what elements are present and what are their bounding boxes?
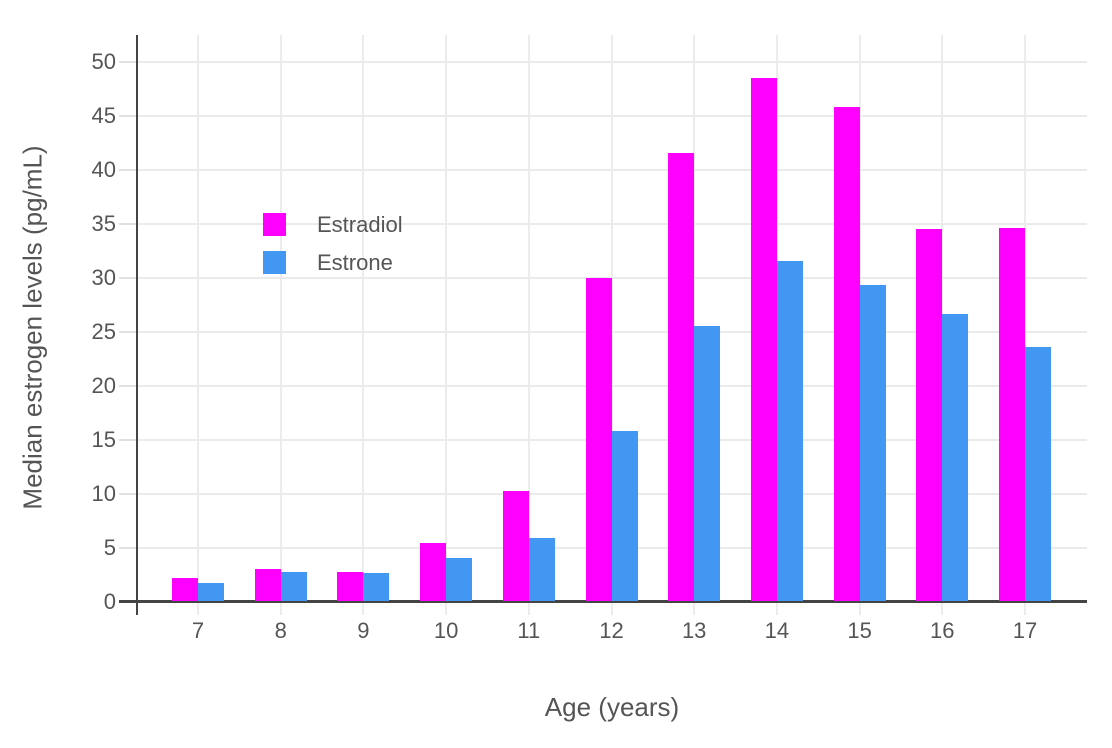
bar-estrone-age-10[interactable] <box>446 558 473 602</box>
bar-estrone-age-8[interactable] <box>280 572 307 602</box>
bar-estradiol-age-13[interactable] <box>668 152 695 602</box>
y-tick-45 <box>119 114 137 117</box>
x-tick-label-16: 16 <box>930 618 955 643</box>
bar-estradiol-age-17[interactable] <box>999 228 1025 602</box>
y-tick-label-20: 20 <box>91 372 116 398</box>
x-gridline-17 <box>1024 35 1026 615</box>
x-tick-label-17: 17 <box>1012 618 1038 643</box>
x-tick-label-13: 13 <box>681 618 707 643</box>
y-tick-35 <box>119 222 137 225</box>
bar-estrone-age-14[interactable] <box>776 260 803 602</box>
bar-estrone-age-16[interactable] <box>942 314 969 602</box>
x-tick-label-14: 14 <box>764 618 790 643</box>
bar-estradiol-age-14[interactable] <box>750 78 777 602</box>
y-gridline-45 <box>137 114 1087 117</box>
x-axis-title: Age (years) <box>544 692 680 722</box>
bar-estrone-age-11[interactable] <box>528 537 555 602</box>
x-gridline-9 <box>362 35 365 615</box>
y-tick-25 <box>119 330 137 333</box>
y-tick-label-40: 40 <box>91 156 116 182</box>
estrone-swatch-icon <box>263 251 286 274</box>
y-tick-label-35: 35 <box>91 210 116 236</box>
bar-estrone-age-15[interactable] <box>859 285 886 602</box>
x-tick-label-11: 11 <box>517 618 541 643</box>
legend-item-estrone[interactable]: Estrone <box>263 249 403 275</box>
x-gridline-13 <box>693 35 696 615</box>
x-gridline-7 <box>197 35 199 615</box>
x-axis-zero-line <box>119 600 1087 603</box>
bar-estradiol-age-9[interactable] <box>337 572 364 602</box>
x-gridline-11 <box>527 35 530 615</box>
y-tick-label-25: 25 <box>91 318 116 344</box>
y-tick-label-50: 50 <box>91 49 116 74</box>
y-tick-15 <box>119 438 137 441</box>
y-gridline-30 <box>137 276 1087 279</box>
x-tick-label-9: 9 <box>357 618 370 643</box>
bar-estradiol-age-7[interactable] <box>172 577 198 602</box>
legend-label-estradiol: Estradiol <box>317 211 403 237</box>
y-tick-50 <box>119 61 137 63</box>
bar-estrone-age-7[interactable] <box>198 583 224 602</box>
legend: Estradiol Estrone <box>263 211 403 289</box>
y-gridline-25 <box>137 330 1087 333</box>
legend-label-estrone: Estrone <box>317 249 393 275</box>
y-gridline-20 <box>137 384 1087 387</box>
y-tick-label-45: 45 <box>91 102 116 128</box>
estradiol-swatch-icon <box>263 213 286 236</box>
bar-estrone-age-13[interactable] <box>694 326 721 602</box>
y-tick-label-30: 30 <box>91 264 116 290</box>
bar-estradiol-age-11[interactable] <box>502 491 529 602</box>
legend-item-estradiol[interactable]: Estradiol <box>263 211 403 237</box>
x-tick-label-15: 15 <box>847 618 872 643</box>
x-tick-label-8: 8 <box>274 618 287 643</box>
bar-estrone-age-12[interactable] <box>611 431 638 602</box>
bar-estrone-age-17[interactable] <box>1025 346 1051 602</box>
y-tick-20 <box>119 384 137 387</box>
x-gridline-10 <box>445 35 448 615</box>
y-tick-5 <box>119 546 137 549</box>
bar-estradiol-age-15[interactable] <box>833 107 860 602</box>
x-tick-label-12: 12 <box>599 618 624 643</box>
x-tick-label-10: 10 <box>433 618 459 643</box>
y-gridline-40 <box>137 168 1087 171</box>
y-tick-30 <box>119 276 137 279</box>
x-gridline-8 <box>279 35 282 615</box>
y-axis-title: Median estrogen levels (pg/mL) <box>17 145 48 510</box>
y-gridline-35 <box>137 222 1087 225</box>
bar-estradiol-age-16[interactable] <box>916 229 943 602</box>
y-tick-label-15: 15 <box>91 426 116 452</box>
y-tick-10 <box>119 492 137 495</box>
y-gridline-50 <box>137 61 1087 63</box>
bar-estradiol-age-8[interactable] <box>254 569 281 602</box>
x-gridline-12 <box>610 35 613 615</box>
bar-estrone-age-9[interactable] <box>363 573 390 602</box>
y-tick-40 <box>119 168 137 171</box>
y-axis-line <box>136 35 138 615</box>
x-tick-label-7: 7 <box>191 618 205 643</box>
y-tick-label-0: 0 <box>103 588 116 614</box>
y-tick-label-10: 10 <box>91 480 116 506</box>
bar-estradiol-age-12[interactable] <box>585 277 612 602</box>
y-tick-label-5: 5 <box>103 534 116 560</box>
bar-estradiol-age-10[interactable] <box>420 543 447 602</box>
